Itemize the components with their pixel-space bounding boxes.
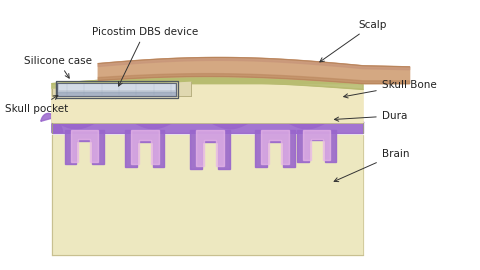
- Polygon shape: [52, 76, 363, 84]
- Polygon shape: [196, 130, 224, 166]
- Polygon shape: [71, 130, 98, 162]
- Polygon shape: [41, 113, 63, 133]
- Polygon shape: [98, 74, 409, 84]
- Polygon shape: [303, 130, 331, 160]
- Polygon shape: [52, 122, 363, 133]
- Polygon shape: [98, 58, 409, 70]
- Text: Skull pocket: Skull pocket: [5, 95, 69, 114]
- Text: Skull Bone: Skull Bone: [344, 80, 436, 98]
- Polygon shape: [131, 130, 158, 164]
- Polygon shape: [52, 135, 363, 255]
- Polygon shape: [261, 130, 288, 164]
- Polygon shape: [98, 58, 409, 84]
- Polygon shape: [125, 130, 165, 167]
- Polygon shape: [57, 82, 58, 96]
- Text: Silicone case: Silicone case: [24, 56, 92, 78]
- Polygon shape: [59, 84, 175, 89]
- Polygon shape: [255, 130, 295, 167]
- Polygon shape: [58, 83, 176, 96]
- Polygon shape: [190, 130, 229, 169]
- Polygon shape: [297, 130, 336, 162]
- Polygon shape: [52, 76, 363, 89]
- Text: Picostim DBS device: Picostim DBS device: [92, 27, 198, 86]
- Polygon shape: [58, 92, 176, 96]
- Text: Scalp: Scalp: [320, 20, 387, 62]
- Polygon shape: [65, 130, 104, 164]
- Polygon shape: [52, 82, 363, 123]
- Polygon shape: [52, 82, 191, 96]
- Text: Brain: Brain: [334, 149, 409, 182]
- Text: Dura: Dura: [335, 111, 407, 121]
